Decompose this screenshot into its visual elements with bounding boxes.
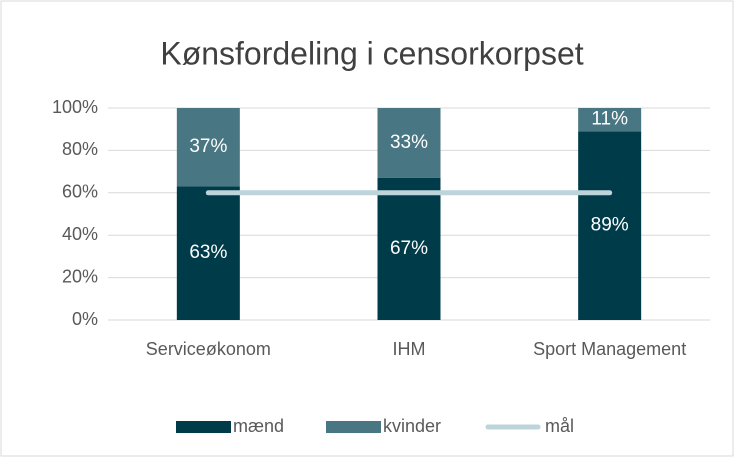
x-tick-label: Sport Management — [533, 339, 686, 359]
legend-label: mål — [545, 416, 574, 436]
legend-label: mænd — [233, 416, 284, 436]
legend-swatch — [326, 421, 381, 433]
bar-segment — [578, 108, 642, 132]
chart-title: Kønsfordeling i censorkorpset — [160, 35, 583, 71]
bar-segment — [176, 108, 240, 187]
data-label: 33% — [390, 132, 428, 153]
y-tick-label: 0% — [72, 309, 98, 329]
bar-segment — [578, 131, 642, 320]
y-tick-label: 100% — [52, 97, 98, 117]
y-tick-label: 20% — [62, 266, 98, 286]
y-tick-label: 80% — [62, 139, 98, 159]
bar-segment — [377, 177, 441, 320]
x-tick-label: Serviceøkonom — [146, 339, 271, 359]
data-label: 37% — [189, 136, 227, 157]
legend-label: kvinder — [383, 416, 441, 436]
bar-segment — [377, 108, 441, 178]
data-label: 63% — [189, 242, 227, 263]
y-tick-label: 40% — [62, 224, 98, 244]
x-tick-label: IHM — [393, 339, 426, 359]
data-label: 11% — [591, 109, 628, 130]
bar-segment — [176, 186, 240, 320]
legend-swatch — [176, 421, 231, 433]
y-tick-label: 60% — [62, 182, 98, 202]
data-label: 89% — [591, 215, 629, 236]
data-label: 67% — [390, 238, 428, 259]
